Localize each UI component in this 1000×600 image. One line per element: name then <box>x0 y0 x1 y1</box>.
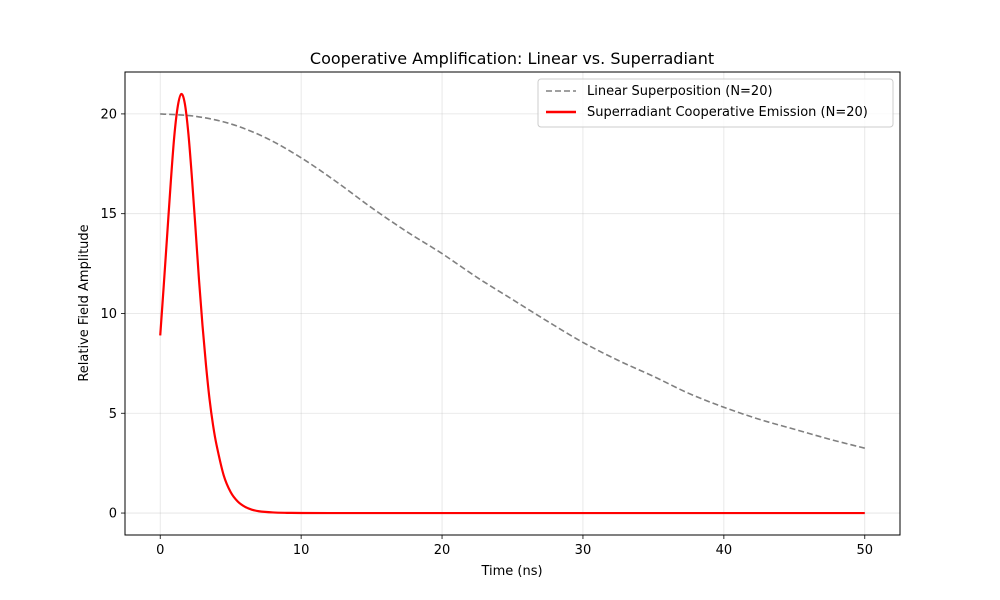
legend-label-superradiant: Superradiant Cooperative Emission (N=20) <box>587 105 868 120</box>
x-tick-label: 30 <box>575 543 592 558</box>
plot-frame <box>124 71 901 536</box>
chart-title: Cooperative Amplification: Linear vs. Su… <box>310 49 714 68</box>
x-tick-label: 40 <box>716 543 733 558</box>
series-line-superradiant <box>159 92 865 515</box>
y-tick-label: 20 <box>100 107 117 122</box>
x-axis-label: Time (ns) <box>480 564 542 579</box>
y-tick-label: 15 <box>100 207 117 222</box>
x-tick-label: 10 <box>293 543 310 558</box>
legend-label-linear: Linear Superposition (N=20) <box>587 84 773 99</box>
y-axis-label: Relative Field Amplitude <box>77 224 92 381</box>
legend: Linear Superposition (N=20) Superradiant… <box>537 78 894 128</box>
x-tick-label: 0 <box>156 543 164 558</box>
y-tick-label: 10 <box>100 307 117 322</box>
x-tick-label: 20 <box>434 543 451 558</box>
series-line-linear <box>160 113 865 449</box>
legend-box <box>537 78 894 128</box>
y-tick-label: 0 <box>109 507 117 522</box>
series-layer <box>159 92 865 515</box>
y-axis-ticks: 0 5 10 15 20 <box>100 107 125 522</box>
y-tick-label: 5 <box>109 407 117 422</box>
x-tick-label: 50 <box>856 543 873 558</box>
x-axis-ticks: 0 10 20 30 40 50 <box>156 535 873 558</box>
